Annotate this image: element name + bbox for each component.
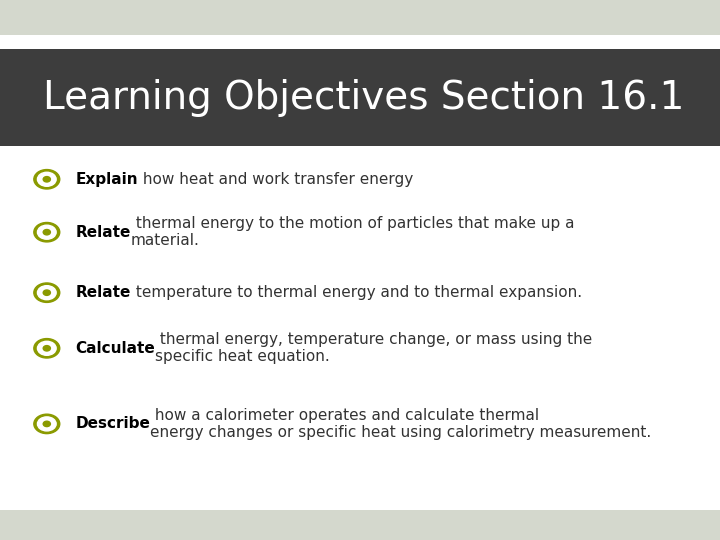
Text: Describe: Describe bbox=[76, 416, 150, 431]
Circle shape bbox=[43, 346, 50, 351]
Text: temperature to thermal energy and to thermal expansion.: temperature to thermal energy and to the… bbox=[131, 285, 582, 300]
Text: thermal energy to the motion of particles that make up a
material.: thermal energy to the motion of particle… bbox=[131, 216, 575, 248]
Circle shape bbox=[34, 170, 60, 189]
Text: Calculate: Calculate bbox=[76, 341, 156, 356]
Circle shape bbox=[37, 341, 56, 355]
Text: Learning Objectives Section 16.1: Learning Objectives Section 16.1 bbox=[43, 79, 685, 117]
Text: Explain: Explain bbox=[76, 172, 138, 187]
Circle shape bbox=[37, 417, 56, 431]
Circle shape bbox=[37, 172, 56, 186]
Circle shape bbox=[43, 230, 50, 235]
Text: how a calorimeter operates and calculate thermal
energy changes or specific heat: how a calorimeter operates and calculate… bbox=[150, 408, 652, 440]
FancyBboxPatch shape bbox=[0, 0, 720, 35]
Text: Relate: Relate bbox=[76, 225, 131, 240]
Circle shape bbox=[43, 290, 50, 295]
Circle shape bbox=[37, 225, 56, 239]
FancyBboxPatch shape bbox=[0, 510, 720, 540]
Circle shape bbox=[37, 286, 56, 300]
Circle shape bbox=[34, 339, 60, 358]
FancyBboxPatch shape bbox=[0, 49, 720, 146]
Text: thermal energy, temperature change, or mass using the
specific heat equation.: thermal energy, temperature change, or m… bbox=[156, 332, 593, 365]
Circle shape bbox=[43, 421, 50, 427]
Circle shape bbox=[43, 177, 50, 182]
Circle shape bbox=[34, 283, 60, 302]
Circle shape bbox=[34, 414, 60, 434]
Text: Relate: Relate bbox=[76, 285, 131, 300]
Circle shape bbox=[34, 222, 60, 242]
Text: how heat and work transfer energy: how heat and work transfer energy bbox=[138, 172, 413, 187]
